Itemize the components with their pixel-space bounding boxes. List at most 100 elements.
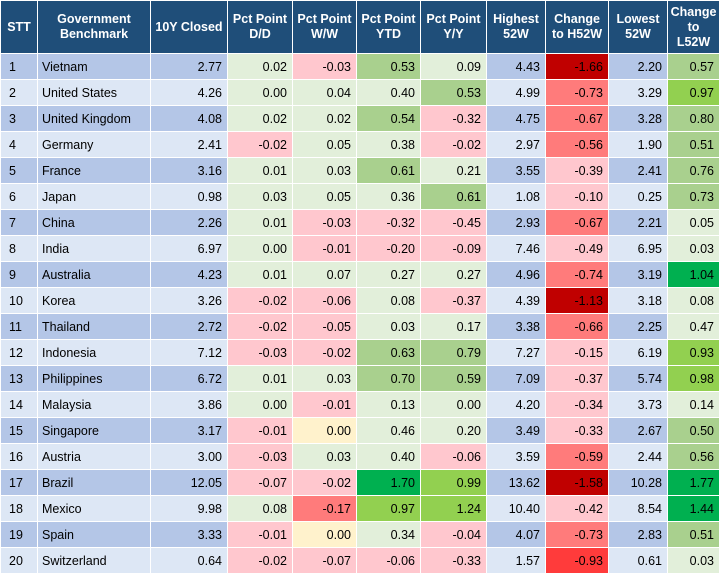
cell-highest-52w: 7.09	[486, 365, 546, 392]
cell-pct-ytd: 0.36	[356, 183, 421, 210]
cell-pct-ytd: 0.40	[356, 443, 421, 470]
header-pct-ytd: Pct Point YTD	[356, 0, 421, 54]
cell-10y-closed: 6.72	[150, 365, 228, 392]
cell-lowest-52w: 5.74	[608, 365, 668, 392]
cell-pct-dd: 0.01	[227, 261, 293, 288]
cell-pct-ww: -0.17	[292, 495, 357, 522]
cell-pct-ytd: 0.27	[356, 261, 421, 288]
cell-stt: 10	[0, 287, 38, 314]
table-row: 20 Switzerland 0.64 -0.02 -0.07 -0.06 -0.33 1.5…	[0, 547, 720, 574]
cell-10y-closed: 3.33	[150, 521, 228, 548]
cell-country: Singapore	[37, 417, 151, 444]
cell-pct-dd: -0.02	[227, 547, 293, 574]
table-row: 5 France 3.16 0.01 0.03 0.61 0.21 3.55 -0.39 2.41…	[0, 157, 720, 184]
cell-highest-52w: 3.38	[486, 313, 546, 340]
table-row: 2 United States 4.26 0.00 0.04 0.40 0.53 4.99 -0…	[0, 79, 720, 106]
cell-country: Philippines	[37, 365, 151, 392]
cell-pct-ww: -0.03	[292, 53, 357, 80]
cell-country: Thailand	[37, 313, 151, 340]
cell-highest-52w: 4.07	[486, 521, 546, 548]
cell-stt: 19	[0, 521, 38, 548]
cell-change-h52w: -1.13	[545, 287, 609, 314]
cell-change-h52w: -0.10	[545, 183, 609, 210]
cell-stt: 12	[0, 339, 38, 366]
cell-pct-yy: 0.59	[420, 365, 487, 392]
cell-pct-ytd: 0.03	[356, 313, 421, 340]
cell-10y-closed: 2.77	[150, 53, 228, 80]
cell-change-l52w: 0.56	[667, 443, 720, 470]
table-row: 12 Indonesia 7.12 -0.03 -0.02 0.63 0.79 7.27 -0.…	[0, 339, 720, 366]
cell-stt: 7	[0, 209, 38, 236]
cell-lowest-52w: 2.44	[608, 443, 668, 470]
cell-pct-ytd: -0.20	[356, 235, 421, 262]
cell-10y-closed: 9.98	[150, 495, 228, 522]
cell-10y-closed: 0.64	[150, 547, 228, 574]
cell-pct-ytd: -0.06	[356, 547, 421, 574]
cell-pct-dd: 0.03	[227, 183, 293, 210]
cell-pct-ww: -0.02	[292, 469, 357, 496]
cell-highest-52w: 2.97	[486, 131, 546, 158]
header-pct-dd: Pct Point D/D	[227, 0, 293, 54]
cell-pct-ww: 0.00	[292, 417, 357, 444]
cell-highest-52w: 13.62	[486, 469, 546, 496]
cell-country: Spain	[37, 521, 151, 548]
cell-change-l52w: 0.97	[667, 79, 720, 106]
cell-change-l52w: 0.47	[667, 313, 720, 340]
table-body: 1 Vietnam 2.77 0.02 -0.03 0.53 0.09 4.43 -1.66 2.…	[0, 53, 720, 574]
cell-pct-yy: -0.45	[420, 209, 487, 236]
cell-change-l52w: 1.04	[667, 261, 720, 288]
cell-pct-ww: 0.00	[292, 521, 357, 548]
cell-highest-52w: 1.08	[486, 183, 546, 210]
cell-change-h52w: -0.66	[545, 313, 609, 340]
cell-change-l52w: 1.44	[667, 495, 720, 522]
cell-pct-ytd: 1.70	[356, 469, 421, 496]
cell-10y-closed: 4.26	[150, 79, 228, 106]
cell-10y-closed: 4.23	[150, 261, 228, 288]
cell-pct-ww: 0.05	[292, 183, 357, 210]
cell-stt: 16	[0, 443, 38, 470]
header-pct-ww: Pct Point W/W	[292, 0, 357, 54]
cell-10y-closed: 6.97	[150, 235, 228, 262]
cell-pct-dd: 0.01	[227, 157, 293, 184]
cell-change-l52w: 0.73	[667, 183, 720, 210]
cell-pct-ww: 0.03	[292, 443, 357, 470]
header-row: STT Government Benchmark 10Y Closed Pct …	[0, 0, 720, 54]
cell-pct-ytd: 0.34	[356, 521, 421, 548]
cell-highest-52w: 3.55	[486, 157, 546, 184]
table-row: 6 Japan 0.98 0.03 0.05 0.36 0.61 1.08 -0.10 0.25 0…	[0, 183, 720, 210]
cell-pct-yy: -0.06	[420, 443, 487, 470]
cell-change-l52w: 0.51	[667, 521, 720, 548]
cell-change-h52w: -1.66	[545, 53, 609, 80]
cell-change-h52w: -0.15	[545, 339, 609, 366]
cell-change-h52w: -0.34	[545, 391, 609, 418]
cell-pct-yy: -0.09	[420, 235, 487, 262]
cell-lowest-52w: 0.25	[608, 183, 668, 210]
header-stt: STT	[0, 0, 38, 54]
cell-pct-yy: 0.09	[420, 53, 487, 80]
cell-pct-dd: 0.08	[227, 495, 293, 522]
cell-pct-dd: -0.02	[227, 131, 293, 158]
table-row: 9 Australia 4.23 0.01 0.07 0.27 0.27 4.96 -0.74 3…	[0, 261, 720, 288]
cell-pct-yy: 0.17	[420, 313, 487, 340]
cell-pct-dd: -0.02	[227, 287, 293, 314]
cell-country: Japan	[37, 183, 151, 210]
cell-pct-yy: 0.79	[420, 339, 487, 366]
cell-change-l52w: 0.80	[667, 105, 720, 132]
cell-pct-yy: 0.61	[420, 183, 487, 210]
cell-change-h52w: -0.42	[545, 495, 609, 522]
cell-10y-closed: 3.00	[150, 443, 228, 470]
cell-pct-dd: 0.01	[227, 209, 293, 236]
cell-pct-ww: 0.04	[292, 79, 357, 106]
cell-pct-ytd: 0.40	[356, 79, 421, 106]
header-10y-closed: 10Y Closed	[150, 0, 228, 54]
cell-change-h52w: -0.33	[545, 417, 609, 444]
cell-lowest-52w: 2.21	[608, 209, 668, 236]
cell-pct-yy: 0.00	[420, 391, 487, 418]
cell-pct-dd: -0.01	[227, 521, 293, 548]
cell-stt: 5	[0, 157, 38, 184]
header-benchmark: Government Benchmark	[37, 0, 151, 54]
cell-country: Austria	[37, 443, 151, 470]
cell-pct-dd: -0.07	[227, 469, 293, 496]
cell-pct-dd: 0.01	[227, 365, 293, 392]
cell-lowest-52w: 2.20	[608, 53, 668, 80]
